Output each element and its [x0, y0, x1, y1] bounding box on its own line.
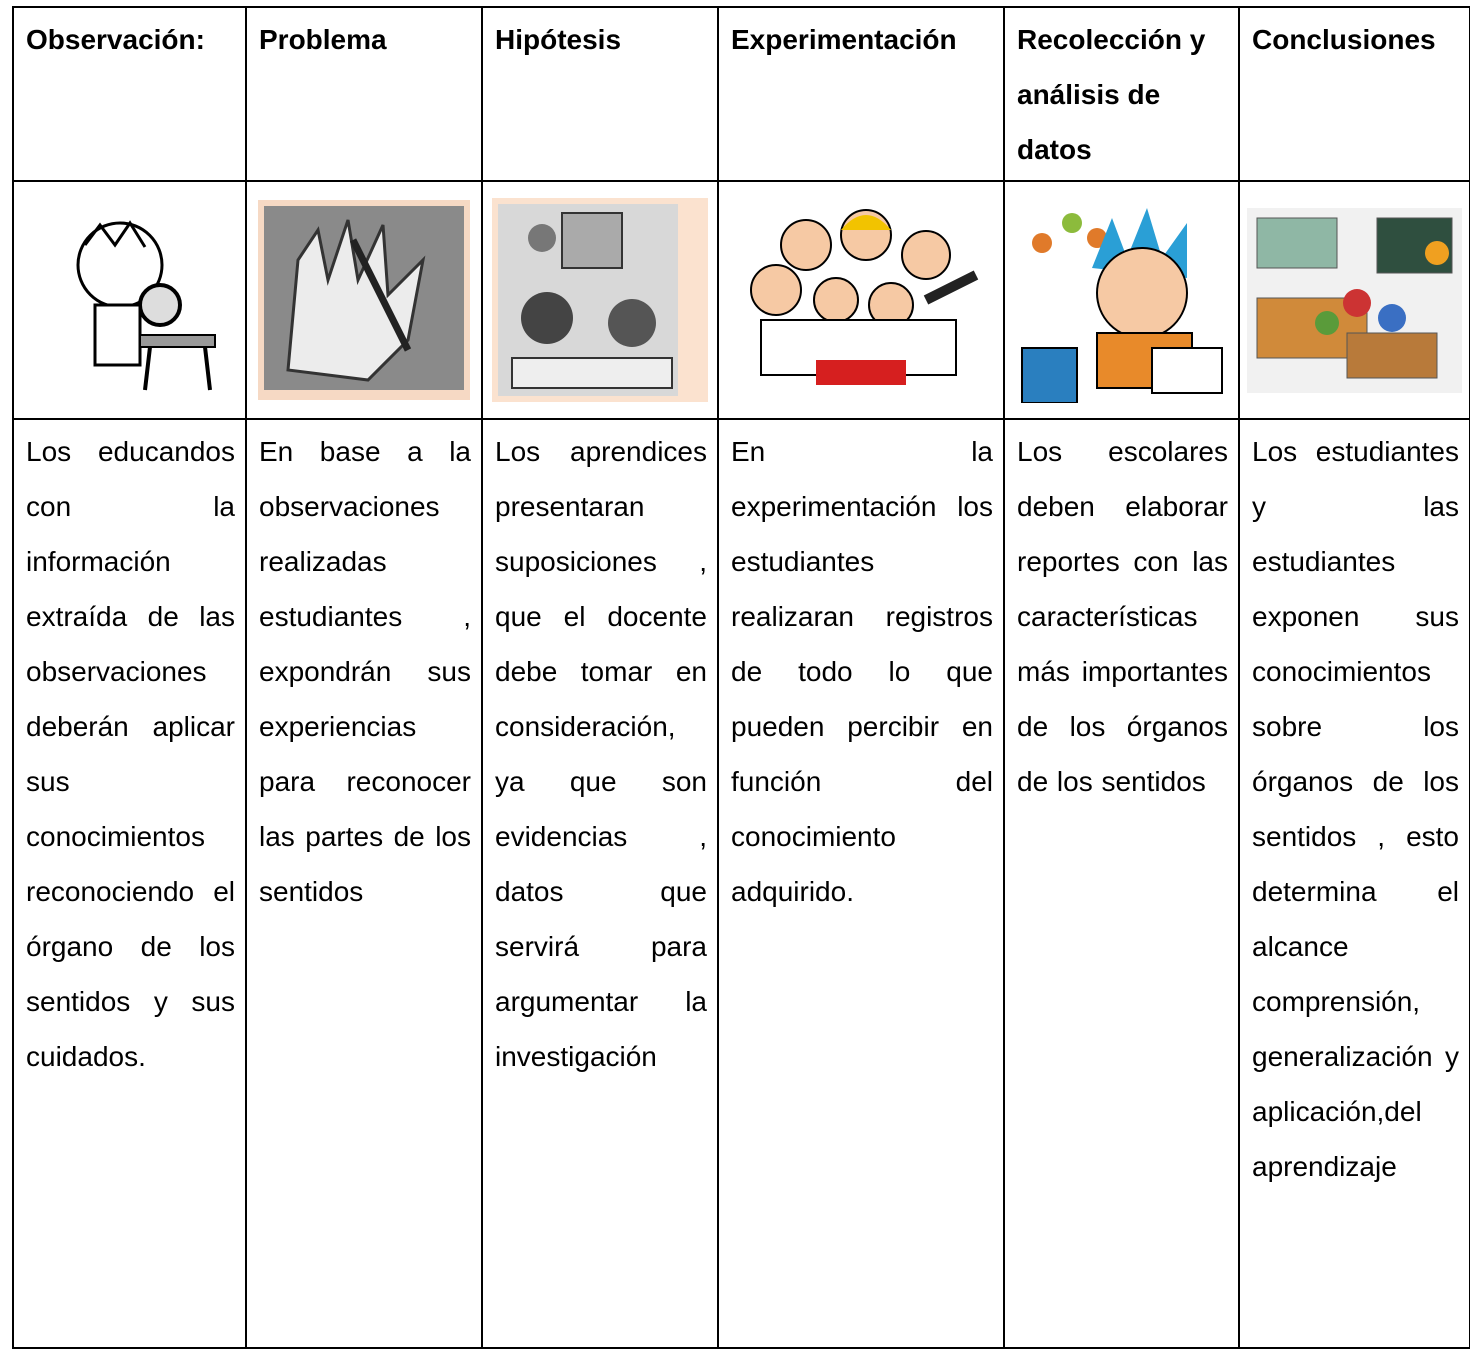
header-row: Observación: Problema Hipótesis Experime…: [12, 6, 1470, 182]
text-cell: Los aprendices presentaran suposiciones …: [481, 418, 719, 1349]
illustration-data: [1020, 207, 1223, 403]
illustration-conclusions: [1247, 207, 1462, 393]
description-row: Los educandos con la información extraíd…: [12, 418, 1470, 1349]
illustration-experimentation: [750, 209, 979, 385]
image-row: [12, 180, 1470, 420]
image-cell: [1003, 180, 1240, 420]
text-cell: En la experimentación los estudiantes re…: [717, 418, 1005, 1349]
illustration-observation: [76, 220, 216, 391]
header-cell: Recolección y análisis de datos: [1003, 6, 1240, 182]
text-cell: En base a la observaciones realizadas es…: [245, 418, 483, 1349]
illustration-problem: [258, 200, 470, 400]
text-cell: Los estudiantes y las estudiantes expone…: [1238, 418, 1470, 1349]
header-cell: Problema: [245, 6, 483, 182]
header-cell: Experimentación: [717, 6, 1005, 182]
illustration-hypothesis: [492, 198, 708, 402]
header-cell: Conclusiones: [1238, 6, 1470, 182]
image-cell: [481, 180, 719, 420]
header-cell: Observación:: [12, 6, 247, 182]
image-cell: [1238, 180, 1470, 420]
header-cell: Hipótesis: [481, 6, 719, 182]
image-cell: [717, 180, 1005, 420]
image-cell: [12, 180, 247, 420]
text-cell: Los escolares deben elaborar reportes co…: [1003, 418, 1240, 1349]
text-cell: Los educandos con la información extraíd…: [12, 418, 247, 1349]
image-cell: [245, 180, 483, 420]
method-table: Observación: Problema Hipótesis Experime…: [12, 6, 1470, 1349]
